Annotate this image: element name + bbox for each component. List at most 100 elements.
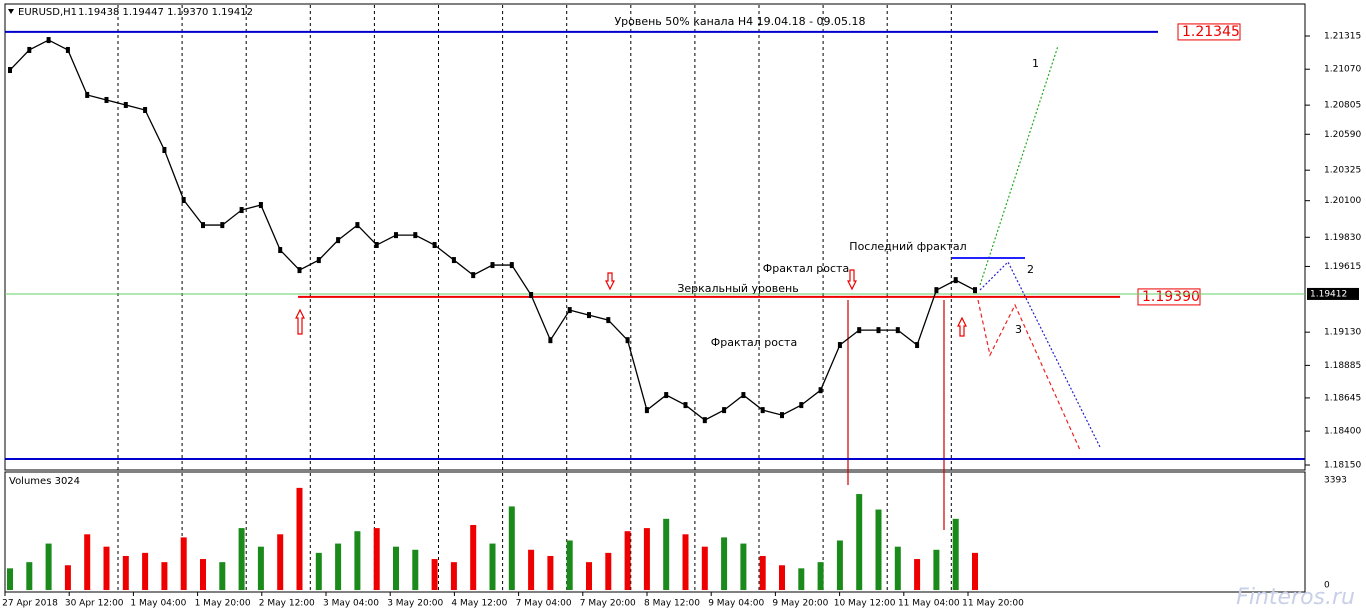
- candle-body: [644, 407, 649, 414]
- volume-bar: [508, 506, 515, 590]
- time-label: 2 May 12:00: [259, 599, 315, 609]
- volume-bar: [875, 509, 882, 590]
- volume-bar: [566, 540, 573, 590]
- volume-bar: [972, 552, 978, 590]
- volume-bar: [315, 552, 322, 590]
- candle-body: [123, 101, 128, 108]
- volume-bar: [721, 537, 728, 590]
- time-label: 4 May 12:00: [451, 599, 507, 609]
- price-label: 1.20325: [1324, 166, 1361, 176]
- candle-body: [278, 247, 283, 254]
- volume-bar: [84, 534, 91, 590]
- candle-body: [355, 222, 360, 229]
- level-box: [1177, 23, 1241, 41]
- candle-body: [297, 267, 302, 274]
- annotation: 2: [1027, 263, 1034, 276]
- volume-bar: [643, 528, 650, 590]
- candle-body: [760, 407, 765, 414]
- volume-bar: [933, 549, 940, 590]
- candle-body: [8, 67, 12, 74]
- time-label: 1 May 04:00: [130, 599, 186, 609]
- time-label: 1 May 20:00: [195, 599, 251, 609]
- volume-bar: [663, 518, 670, 590]
- volume-bar: [142, 552, 149, 590]
- candle-body: [915, 342, 920, 349]
- candle-body: [683, 402, 688, 409]
- candle-body: [625, 337, 630, 344]
- volume-bar: [450, 562, 457, 590]
- candle-body: [664, 392, 669, 399]
- candle-body: [46, 37, 51, 44]
- candle-body: [529, 292, 534, 299]
- candle-body: [895, 327, 900, 334]
- time-label: 27 Apr 2018: [2, 599, 58, 609]
- price-label: 1.18150: [1324, 461, 1361, 471]
- volume-bar: [161, 562, 168, 590]
- volume-bar: [624, 531, 631, 590]
- volume-pane: [4, 471, 1306, 593]
- time-label: 3 May 20:00: [387, 599, 443, 609]
- volume-bar: [200, 559, 206, 590]
- volume-min: 0: [1324, 581, 1330, 591]
- volume-bar: [894, 546, 901, 590]
- time-label: 10 May 12:00: [834, 599, 896, 609]
- candle-body: [413, 232, 418, 239]
- candle-body: [27, 46, 32, 53]
- candle-body: [490, 262, 495, 269]
- candle-body: [201, 222, 205, 229]
- ohlc: 1.19438 1.19447 1.19370 1.19412: [78, 7, 253, 18]
- volume-bar: [122, 555, 129, 590]
- volume-bar: [528, 549, 535, 590]
- current-price: 1.19412: [1310, 289, 1347, 299]
- volume-bar: [26, 562, 33, 590]
- volume-bar: [470, 525, 477, 590]
- candle-body: [702, 417, 707, 424]
- time-label: 9 May 04:00: [708, 599, 764, 609]
- annotation: Зеркальный уровень: [677, 282, 798, 295]
- annotation: Фрактал роста: [711, 336, 797, 349]
- volume-title: Volumes 3024: [9, 476, 80, 487]
- price-label: 1.18645: [1324, 393, 1361, 403]
- price-label: 1.18400: [1324, 427, 1361, 437]
- volume-bar: [393, 546, 399, 590]
- time-label: 7 May 20:00: [580, 599, 636, 609]
- price-label: 1.19130: [1324, 328, 1361, 338]
- candle-body: [85, 91, 90, 98]
- volume-bar: [103, 546, 110, 590]
- volume-bar: [914, 559, 921, 590]
- candle-body: [606, 317, 611, 324]
- level-box: [1137, 288, 1201, 306]
- time-label: 9 May 20:00: [772, 599, 828, 609]
- candle-body: [239, 207, 244, 214]
- volume-bar: [7, 568, 13, 590]
- time-label: 3 May 04:00: [323, 599, 379, 609]
- annotation: Фрактал роста: [763, 262, 849, 275]
- price-label: 1.19830: [1324, 233, 1361, 243]
- volume-bar: [335, 543, 342, 590]
- watermark: Finteros.ru: [1236, 585, 1355, 610]
- candle-body: [509, 262, 514, 269]
- candle-body: [876, 327, 881, 334]
- volume-bar: [682, 534, 689, 590]
- annotation: Последний фрактал: [849, 240, 966, 253]
- candle-body: [162, 146, 167, 153]
- candle-body: [567, 307, 572, 314]
- price-label: 1.21070: [1324, 65, 1361, 75]
- volume-bar: [701, 546, 708, 590]
- candle-body: [934, 287, 939, 294]
- level-label: 1.19390: [1142, 289, 1200, 305]
- candle-body: [953, 277, 958, 284]
- candle-body: [394, 232, 398, 239]
- volume-bar: [952, 518, 959, 590]
- volume-bar: [431, 559, 438, 590]
- volume-bar: [296, 487, 303, 590]
- menu-arrow[interactable]: [8, 9, 14, 14]
- candle-body: [220, 222, 225, 229]
- volume-bar: [836, 540, 843, 590]
- volume-bar: [373, 528, 380, 590]
- volume-bar: [45, 543, 52, 590]
- volume-bar: [740, 543, 747, 590]
- annotation: 1: [1032, 57, 1039, 70]
- price-label: 1.19615: [1324, 262, 1361, 272]
